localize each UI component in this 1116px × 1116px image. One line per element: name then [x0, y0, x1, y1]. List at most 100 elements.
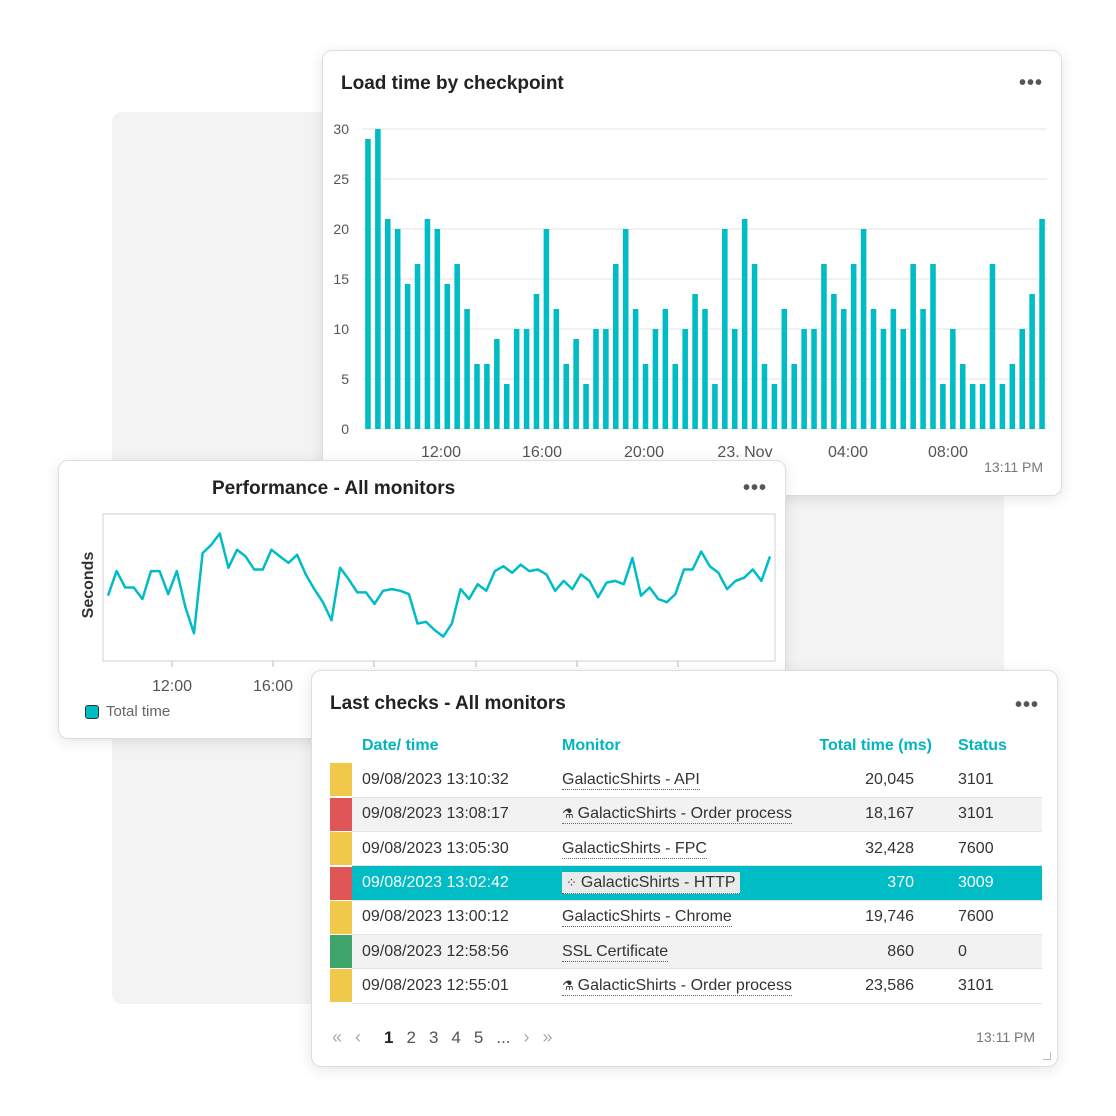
- chart-bar[interactable]: [632, 309, 639, 429]
- chart-bar[interactable]: [969, 384, 976, 429]
- table-row[interactable]: 09/08/2023 13:08:17 ⚗ GalacticShirts - Ord…: [330, 797, 1042, 833]
- chart-bar[interactable]: [385, 219, 391, 429]
- chart-bar[interactable]: [1039, 219, 1045, 429]
- chart-bar[interactable]: [831, 294, 837, 429]
- monitor-link[interactable]: ⚗ GalacticShirts - Order process: [562, 976, 792, 996]
- monitor-link[interactable]: GalacticShirts - FPC: [562, 839, 707, 859]
- table-row[interactable]: 09/08/2023 13:10:32 GalacticShirts - API 2…: [330, 763, 1042, 798]
- col-header-monitor[interactable]: Monitor: [562, 737, 621, 754]
- page-5-button[interactable]: 5: [473, 1027, 484, 1047]
- chart-bar[interactable]: [642, 364, 649, 429]
- chart-bar[interactable]: [950, 329, 956, 429]
- chart-bar[interactable]: [652, 329, 659, 429]
- series-line-total-time[interactable]: [106, 532, 772, 638]
- chart-bar[interactable]: [613, 264, 619, 429]
- table-row[interactable]: 09/08/2023 13:05:30 GalacticShirts - FPC 3…: [330, 831, 1042, 867]
- chart-bar[interactable]: [920, 309, 926, 429]
- load-time-menu-icon[interactable]: •••: [1018, 72, 1043, 94]
- chart-bar[interactable]: [850, 264, 857, 429]
- last-page-button[interactable]: »: [542, 1027, 553, 1047]
- chart-bar[interactable]: [394, 229, 401, 429]
- page-4-button[interactable]: 4: [451, 1027, 461, 1047]
- chart-bar[interactable]: [622, 229, 629, 429]
- chart-bar[interactable]: [801, 329, 807, 429]
- chart-bar[interactable]: [365, 139, 371, 429]
- first-page-button[interactable]: «: [332, 1027, 343, 1047]
- chart-bar[interactable]: [513, 329, 520, 429]
- table-row[interactable]: 09/08/2023 13:00:12 GalacticShirts - Chro…: [330, 900, 1042, 935]
- chart-bar[interactable]: [900, 329, 907, 429]
- chart-bar[interactable]: [434, 229, 441, 429]
- chart-bar[interactable]: [474, 364, 480, 429]
- table-row[interactable]: 09/08/2023 13:02:42 ⁘ GalacticShirts - HTT…: [330, 865, 1042, 901]
- chart-bar[interactable]: [1019, 329, 1025, 429]
- chart-bar[interactable]: [424, 219, 431, 429]
- col-header-datetime[interactable]: Date/ time: [362, 737, 439, 754]
- chart-bar[interactable]: [979, 384, 986, 429]
- chart-bar[interactable]: [712, 384, 718, 429]
- chart-bar[interactable]: [543, 229, 550, 429]
- chart-bar[interactable]: [484, 364, 490, 429]
- chart-bar[interactable]: [692, 294, 698, 429]
- chart-bar[interactable]: [771, 384, 778, 429]
- chart-bar[interactable]: [860, 229, 867, 429]
- chart-bar[interactable]: [375, 129, 381, 429]
- chart-bar[interactable]: [523, 329, 530, 429]
- chart-bar[interactable]: [761, 364, 768, 429]
- chart-bar[interactable]: [593, 329, 599, 429]
- chart-bar[interactable]: [930, 264, 936, 429]
- chart-bar[interactable]: [404, 284, 411, 429]
- chart-bar[interactable]: [1009, 364, 1016, 429]
- chart-bar[interactable]: [603, 329, 609, 429]
- chart-bar[interactable]: [741, 219, 748, 429]
- chart-bar[interactable]: [682, 329, 688, 429]
- chart-bar[interactable]: [841, 309, 847, 429]
- next-page-button[interactable]: ›: [523, 1027, 530, 1047]
- chart-bar[interactable]: [959, 364, 966, 429]
- chart-bar[interactable]: [751, 264, 758, 429]
- page-3-button[interactable]: 3: [428, 1027, 439, 1047]
- chart-bar[interactable]: [989, 264, 996, 429]
- chart-bar[interactable]: [702, 309, 708, 429]
- chart-bar[interactable]: [503, 384, 510, 429]
- monitor-link[interactable]: ⚗ GalacticShirts - Order process: [562, 805, 792, 825]
- page-1-button[interactable]: 1: [384, 1027, 394, 1047]
- page-2-button[interactable]: 2: [406, 1027, 416, 1047]
- chart-bar[interactable]: [533, 294, 540, 429]
- chart-bar[interactable]: [563, 364, 569, 429]
- table-row[interactable]: 09/08/2023 12:58:56 SSL Certificate 860 0: [330, 934, 1042, 970]
- prev-page-button[interactable]: ‹: [355, 1027, 362, 1047]
- chart-bar[interactable]: [414, 264, 421, 429]
- chart-bar[interactable]: [811, 329, 817, 429]
- chart-bar[interactable]: [1029, 294, 1035, 429]
- chart-bar[interactable]: [781, 309, 788, 429]
- chart-bar[interactable]: [999, 384, 1006, 429]
- chart-bar[interactable]: [791, 364, 797, 429]
- chart-bar[interactable]: [494, 339, 500, 429]
- chart-bar[interactable]: [553, 309, 560, 429]
- chart-bar[interactable]: [672, 364, 679, 429]
- col-header-total-time[interactable]: Total time (ms): [819, 737, 932, 754]
- chart-bar[interactable]: [940, 384, 946, 429]
- chart-bar[interactable]: [880, 329, 887, 429]
- chart-bar[interactable]: [731, 329, 738, 429]
- chart-bar[interactable]: [821, 264, 827, 429]
- chart-bar[interactable]: [444, 284, 451, 429]
- chart-bar[interactable]: [454, 264, 460, 429]
- chart-bar[interactable]: [464, 309, 470, 429]
- chart-bar[interactable]: [573, 339, 579, 429]
- chart-bar[interactable]: [662, 309, 669, 429]
- chart-bar[interactable]: [870, 309, 877, 429]
- chart-bar[interactable]: [910, 264, 916, 429]
- performance-legend[interactable]: Total time: [85, 703, 170, 720]
- last-checks-menu-icon[interactable]: •••: [1014, 694, 1039, 716]
- performance-menu-icon[interactable]: •••: [742, 477, 767, 499]
- monitor-link[interactable]: GalacticShirts - API: [562, 770, 700, 790]
- chart-bar[interactable]: [722, 229, 728, 429]
- monitor-link[interactable]: ⁘ GalacticShirts - HTTP: [562, 872, 740, 895]
- chart-bar[interactable]: [583, 384, 589, 429]
- monitor-link[interactable]: SSL Certificate: [562, 942, 669, 962]
- chart-bar[interactable]: [890, 309, 897, 429]
- monitor-link[interactable]: GalacticShirts - Chrome: [562, 908, 732, 928]
- col-header-status[interactable]: Status: [958, 737, 1007, 754]
